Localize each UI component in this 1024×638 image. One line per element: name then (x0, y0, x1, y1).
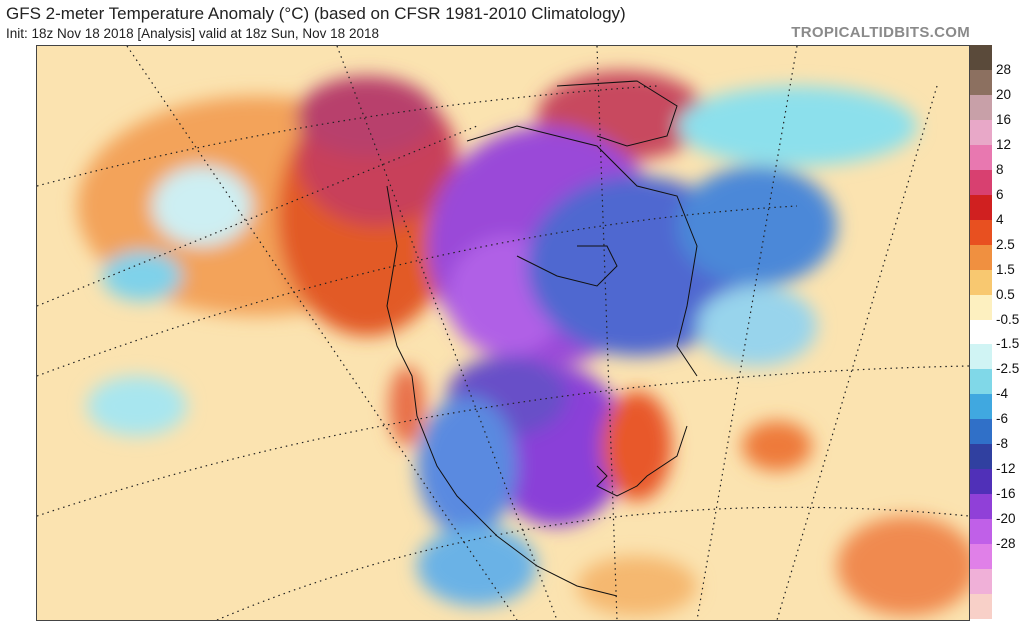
legend-swatch (970, 319, 992, 345)
legend-tick-label: 1.5 (996, 261, 1015, 277)
site-credit: TROPICALTIDBITS.COM (791, 24, 970, 41)
legend-tick-label: 8 (996, 161, 1004, 177)
legend-tick-label: -16 (996, 486, 1016, 502)
legend-swatch (970, 219, 992, 246)
legend-swatch (970, 244, 992, 271)
legend-tick-label: -1.5 (996, 336, 1020, 352)
legend-tick-label: -6 (996, 411, 1009, 427)
map-title: GFS 2-meter Temperature Anomaly (°C) (ba… (6, 4, 626, 23)
legend-tick-label: 12 (996, 136, 1012, 152)
legend-swatch (970, 45, 992, 71)
legend-swatch (970, 444, 992, 470)
legend-swatch (970, 269, 992, 296)
legend-swatch (970, 544, 992, 570)
legend-swatch (970, 294, 992, 321)
legend-swatch (970, 419, 992, 445)
legend-swatch (970, 394, 992, 420)
legend-tick-label: -2.5 (996, 361, 1020, 377)
legend-tick-label: 0.5 (996, 286, 1015, 302)
legend-tick-label: -8 (996, 436, 1009, 452)
legend-swatch (970, 594, 992, 620)
legend-swatch (970, 194, 992, 221)
legend-swatch (970, 369, 992, 395)
legend-tick-label: -12 (996, 461, 1016, 477)
legend-tick-label: 28 (996, 61, 1012, 77)
legend-tick-label: -0.5 (996, 311, 1020, 327)
anomaly-map (36, 45, 970, 621)
legend-swatch (970, 569, 992, 595)
legend-swatch (970, 69, 992, 96)
legend-swatch (970, 519, 992, 545)
legend-swatch (970, 344, 992, 370)
legend-tick-label: 2.5 (996, 236, 1015, 252)
legend-tick-label: -20 (996, 511, 1016, 527)
legend-tick-label: -28 (996, 536, 1016, 552)
legend-swatch (970, 144, 992, 171)
legend-swatch (970, 119, 992, 146)
legend-swatch (970, 494, 992, 520)
map-subtitle: Init: 18z Nov 18 2018 [Analysis] valid a… (6, 26, 379, 41)
legend-tick-label: 6 (996, 186, 1004, 202)
legend-swatch (970, 469, 992, 495)
legend-tick-label: 4 (996, 211, 1004, 227)
legend-swatch (970, 94, 992, 121)
legend-tick-label: 16 (996, 111, 1012, 127)
color-scale-legend: 28 20 16 12 8 6 4 2.5 1.5 0.5 -0.5 -1.5 -2.5 -4 -6 -8 -1… (970, 45, 1024, 620)
legend-tick-label: -4 (996, 386, 1009, 402)
legend-tick-label: 20 (996, 86, 1012, 102)
legend-swatch (970, 169, 992, 196)
